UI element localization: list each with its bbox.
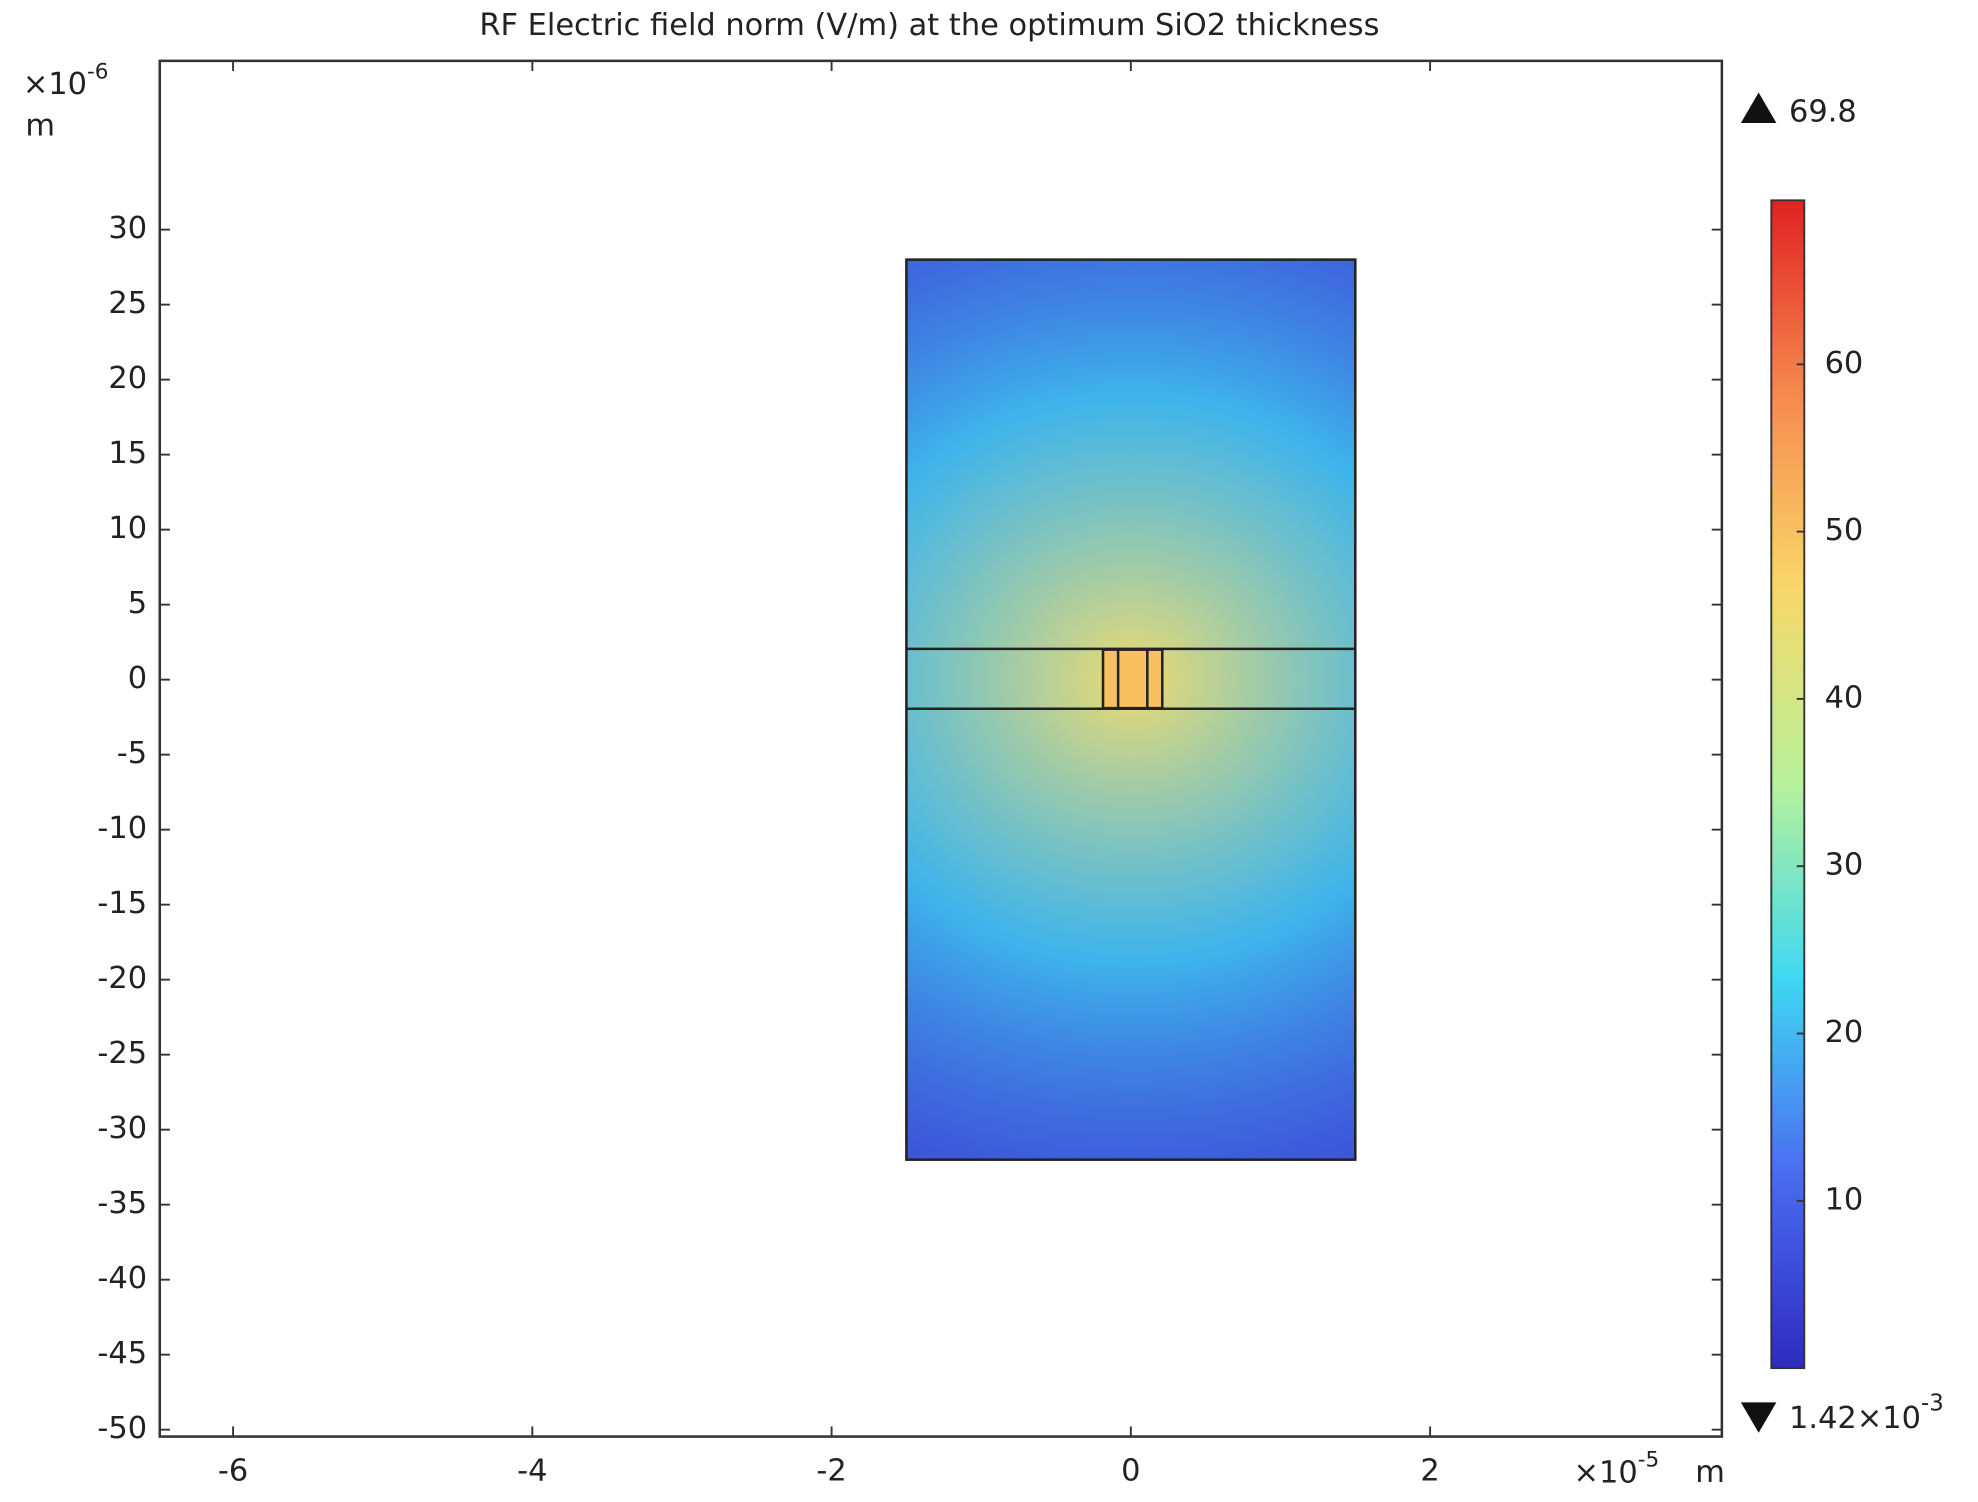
colorbar-tick-label: 50: [1825, 513, 1864, 548]
y-tick-label: -40: [97, 1261, 147, 1296]
max-marker: [1740, 92, 1777, 123]
x-tick-label: -4: [517, 1454, 547, 1489]
colorbar-tick-label: 20: [1825, 1015, 1864, 1050]
multiplier-exponent: -5: [1638, 1448, 1659, 1473]
field-hotspot: [906, 259, 1356, 1160]
colorbar-tick-label: 60: [1825, 346, 1864, 381]
x-unit: m: [1695, 1455, 1725, 1490]
y-unit: m: [25, 108, 55, 143]
plot-frame: [158, 59, 1724, 1438]
plot-area: [905, 258, 1357, 1161]
colorbar-tick-label: 40: [1825, 680, 1864, 715]
axis-multiplier: ×10-6: [23, 59, 109, 101]
y-tick-label: -50: [97, 1411, 147, 1446]
min-label-exponent: -3: [1921, 1390, 1944, 1416]
chart-title: RF Electric field norm (V/m) at the opti…: [479, 8, 1379, 43]
colorbar-min-label: 1.42×10-3: [1789, 1390, 1944, 1435]
y-tick-label: 15: [108, 436, 147, 471]
min-marker: [1740, 1402, 1777, 1433]
y-tick-label: 0: [128, 661, 147, 696]
multiplier-exponent: -6: [87, 59, 108, 84]
colorbar-tick-label: 10: [1825, 1182, 1864, 1217]
y-tick-label: -25: [97, 1036, 147, 1071]
x-tick-label: -6: [218, 1454, 248, 1489]
x-tick-label: 2: [1420, 1454, 1439, 1489]
colorbar-tick-label: 30: [1825, 848, 1864, 883]
y-tick-label: -45: [97, 1336, 147, 1371]
colorbar-max-label: 69.8: [1789, 94, 1857, 129]
y-tick-label: -30: [97, 1111, 147, 1146]
y-tick-label: -15: [97, 886, 147, 921]
multiplier-base: ×10: [23, 66, 87, 101]
y-tick-label: -35: [97, 1186, 147, 1221]
y-tick-label: 10: [108, 511, 147, 546]
y-tick-label: -20: [97, 961, 147, 996]
x-tick-label: -2: [816, 1454, 846, 1489]
min-label-base: 1.42×10: [1789, 1400, 1921, 1435]
y-tick-label: 30: [108, 211, 147, 246]
y-tick-label: 5: [128, 586, 147, 621]
y-tick-label: 25: [108, 286, 147, 321]
axis-multiplier: ×10-5: [1574, 1448, 1660, 1490]
colorbar: [1770, 199, 1806, 1370]
y-tick-label: 20: [108, 361, 147, 396]
y-tick-label: -10: [97, 811, 147, 846]
multiplier-base: ×10: [1574, 1455, 1638, 1490]
field-region: [1103, 649, 1163, 709]
y-tick-label: -5: [117, 736, 147, 771]
x-tick-label: 0: [1121, 1454, 1140, 1489]
